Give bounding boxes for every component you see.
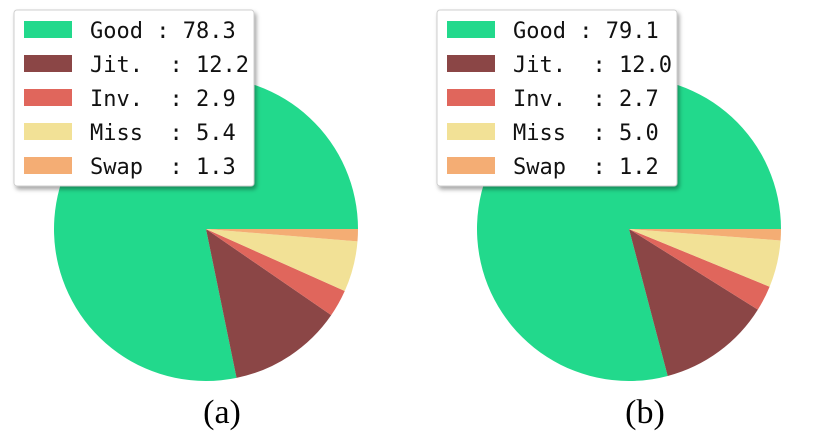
- pie-slice-swap: [629, 229, 781, 241]
- legend-label: Inv. : 2.7: [513, 87, 659, 112]
- legend-b: Good : 79.1 Jit. : 12.0 Inv. : 2.7 Miss : 5…: [436, 9, 678, 187]
- legend-swatch: [447, 55, 495, 72]
- legend-swatch: [447, 21, 495, 38]
- pie-slice-miss: [629, 229, 781, 287]
- legend-label: Jit. : 12.2: [90, 53, 249, 78]
- legend-label: Good : 79.1: [513, 19, 659, 44]
- legend-swatch: [447, 123, 495, 140]
- legend-swatch: [24, 55, 72, 72]
- legend-label: Good : 78.3: [90, 19, 236, 44]
- legend-swatch: [24, 123, 72, 140]
- legend-label: Miss : 5.4: [90, 121, 236, 146]
- pie-slice-swap: [206, 229, 358, 242]
- legend-swatch: [24, 89, 72, 106]
- pie-chart-b: Good : 79.1 Jit. : 12.0 Inv. : 2.7 Miss : 5…: [436, 9, 781, 431]
- legend-box-b: [436, 9, 678, 187]
- pie-slice-jit: [629, 229, 758, 376]
- pie-chart-a: Good : 78.3 Jit. : 12.2 Inv. : 2.9 Miss : 5…: [13, 9, 359, 431]
- pie-slice-inv: [206, 229, 345, 316]
- legend-box-a: [13, 9, 255, 187]
- legend-label: Inv. : 2.9: [90, 87, 236, 112]
- caption-b: (b): [625, 394, 665, 431]
- legend-swatch: [24, 21, 72, 38]
- pie-slice-jit: [206, 229, 332, 378]
- pie-slice-inv: [629, 229, 770, 310]
- legend-label: Jit. : 12.0: [513, 53, 672, 78]
- legend-swatch: [447, 157, 495, 174]
- pie-slice-miss: [206, 229, 358, 292]
- legend-label: Swap : 1.2: [513, 155, 659, 180]
- legend-swatch: [24, 157, 72, 174]
- legend-swatch: [447, 89, 495, 106]
- caption-a: (a): [203, 394, 241, 431]
- legend-label: Miss : 5.0: [513, 121, 659, 146]
- legend-a: Good : 78.3 Jit. : 12.2 Inv. : 2.9 Miss : 5…: [13, 9, 255, 187]
- legend-label: Swap : 1.3: [90, 155, 236, 180]
